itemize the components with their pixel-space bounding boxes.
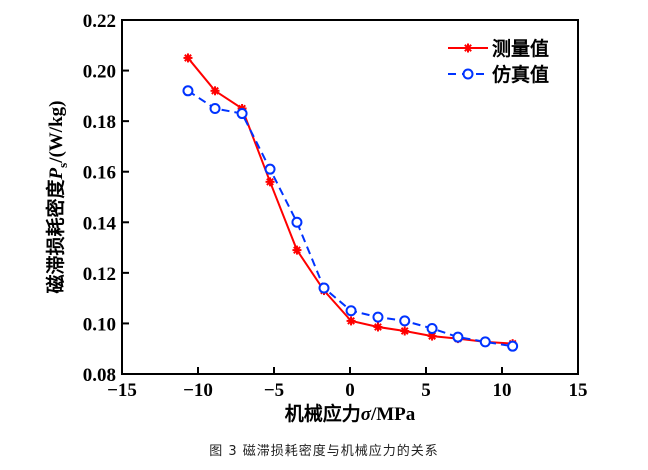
data-point-series-0 [292,245,302,255]
y-axis-title: 磁滞损耗密度Ps/(W/kg) [44,101,70,294]
data-point-series-1 [345,305,357,317]
legend-marker-0 [463,43,473,53]
legend-label-1: 仿真值 [492,63,549,86]
y-axis: 0.08 0.10 0.12 0.14 0.16 0.18 0.20 0.22 [83,11,129,386]
series-line-0 [187,57,513,345]
y-tick-label: 0.12 [83,264,116,285]
y-tick-label: 0.14 [83,213,117,234]
legend-label-0: 测量值 [492,37,549,60]
y-tick-label: 0.10 [83,314,116,335]
data-point-series-0 [373,322,383,332]
y-tick-label: 0.22 [83,11,116,32]
x-tick-label: 15 [569,380,588,401]
data-point-series-1 [209,103,221,114]
data-point-series-1 [236,108,248,120]
data-point-series-1 [291,216,303,228]
x-tick-label: −15 [107,380,137,401]
x-axis-title: 机械应力σ/MPa [285,402,416,425]
x-tick-label: 0 [345,380,355,401]
figure-caption: 图 3 磁滞损耗密度与机械应力的关系 [209,444,439,459]
data-point-series-1 [507,340,519,352]
data-point-series-1 [372,311,384,323]
data-point-series-1 [399,315,411,327]
data-point-series-1 [479,336,491,348]
series-group [182,53,519,352]
data-point-series-1 [264,163,276,175]
data-point-series-1 [426,322,438,334]
legend-marker-1 [462,68,474,80]
x-axis: −15 −10 −5 0 5 10 15 [107,367,588,401]
y-tick-label: 0.18 [83,112,116,133]
data-point-series-0 [183,53,193,63]
x-tick-label: −10 [183,380,213,401]
data-point-series-0 [400,326,410,336]
data-point-series-0 [346,316,356,326]
y-tick-label: 0.08 [83,365,116,386]
data-point-series-1 [452,331,464,343]
data-point-series-0 [210,86,220,96]
y-tick-label: 0.16 [83,163,116,184]
x-tick-label: −5 [264,380,284,401]
x-tick-label: 5 [421,380,431,401]
y-tick-label: 0.20 [83,62,116,83]
data-point-series-1 [318,282,330,294]
x-tick-label: 10 [493,380,512,401]
data-point-series-0 [265,177,275,187]
data-point-series-1 [182,85,194,97]
